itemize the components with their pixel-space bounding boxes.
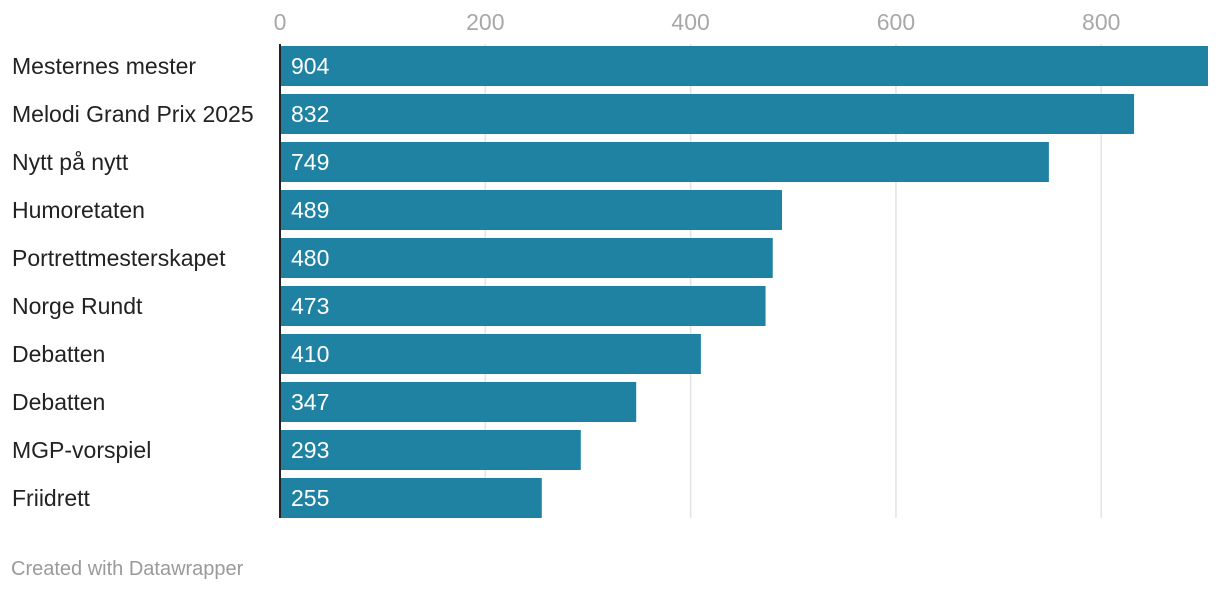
category-labels: Mesternes mester Melodi Grand Prix 2025 Ny… xyxy=(12,53,254,511)
category-label: Melodi Grand Prix 2025 xyxy=(12,101,254,127)
bar[interactable] xyxy=(280,190,782,230)
bar-value-label: 480 xyxy=(291,245,329,271)
bar[interactable] xyxy=(280,430,581,470)
category-label: Debatten xyxy=(12,389,105,415)
category-label: Friidrett xyxy=(12,485,91,511)
bar[interactable] xyxy=(280,94,1135,134)
bar[interactable] xyxy=(280,382,637,422)
bars: 904 832 749 489 480 473 410 347 293 255 xyxy=(280,46,1208,518)
bar[interactable] xyxy=(280,286,766,326)
category-label: Debatten xyxy=(12,341,105,367)
category-label: Mesternes mester xyxy=(12,53,196,79)
bar-value-label: 473 xyxy=(291,293,329,319)
bar-value-label: 489 xyxy=(291,197,329,223)
category-label: Humoretaten xyxy=(12,197,145,223)
footer-credit[interactable]: Created with Datawrapper xyxy=(11,558,244,580)
bar[interactable] xyxy=(280,334,701,374)
category-label: MGP-vorspiel xyxy=(12,437,151,463)
bar[interactable] xyxy=(280,478,542,518)
category-label: Nytt på nytt xyxy=(12,149,129,175)
bar[interactable] xyxy=(280,142,1049,182)
x-axis-ticks: 0 200 400 600 800 xyxy=(274,9,1121,35)
bar-value-label: 347 xyxy=(291,389,329,415)
x-tick-label: 0 xyxy=(274,9,287,35)
bar[interactable] xyxy=(280,46,1208,86)
category-label: Norge Rundt xyxy=(12,293,143,319)
x-tick-label: 800 xyxy=(1082,9,1120,35)
bar-value-label: 749 xyxy=(291,149,329,175)
x-tick-label: 600 xyxy=(877,9,915,35)
x-tick-label: 200 xyxy=(466,9,504,35)
bar[interactable] xyxy=(280,238,773,278)
bar-value-label: 832 xyxy=(291,101,329,127)
category-label: Portrettmesterskapet xyxy=(12,245,226,271)
bar-value-label: 904 xyxy=(291,53,330,79)
bar-value-label: 410 xyxy=(291,341,329,367)
x-tick-label: 400 xyxy=(671,9,709,35)
bar-value-label: 255 xyxy=(291,485,329,511)
bar-value-label: 293 xyxy=(291,437,329,463)
